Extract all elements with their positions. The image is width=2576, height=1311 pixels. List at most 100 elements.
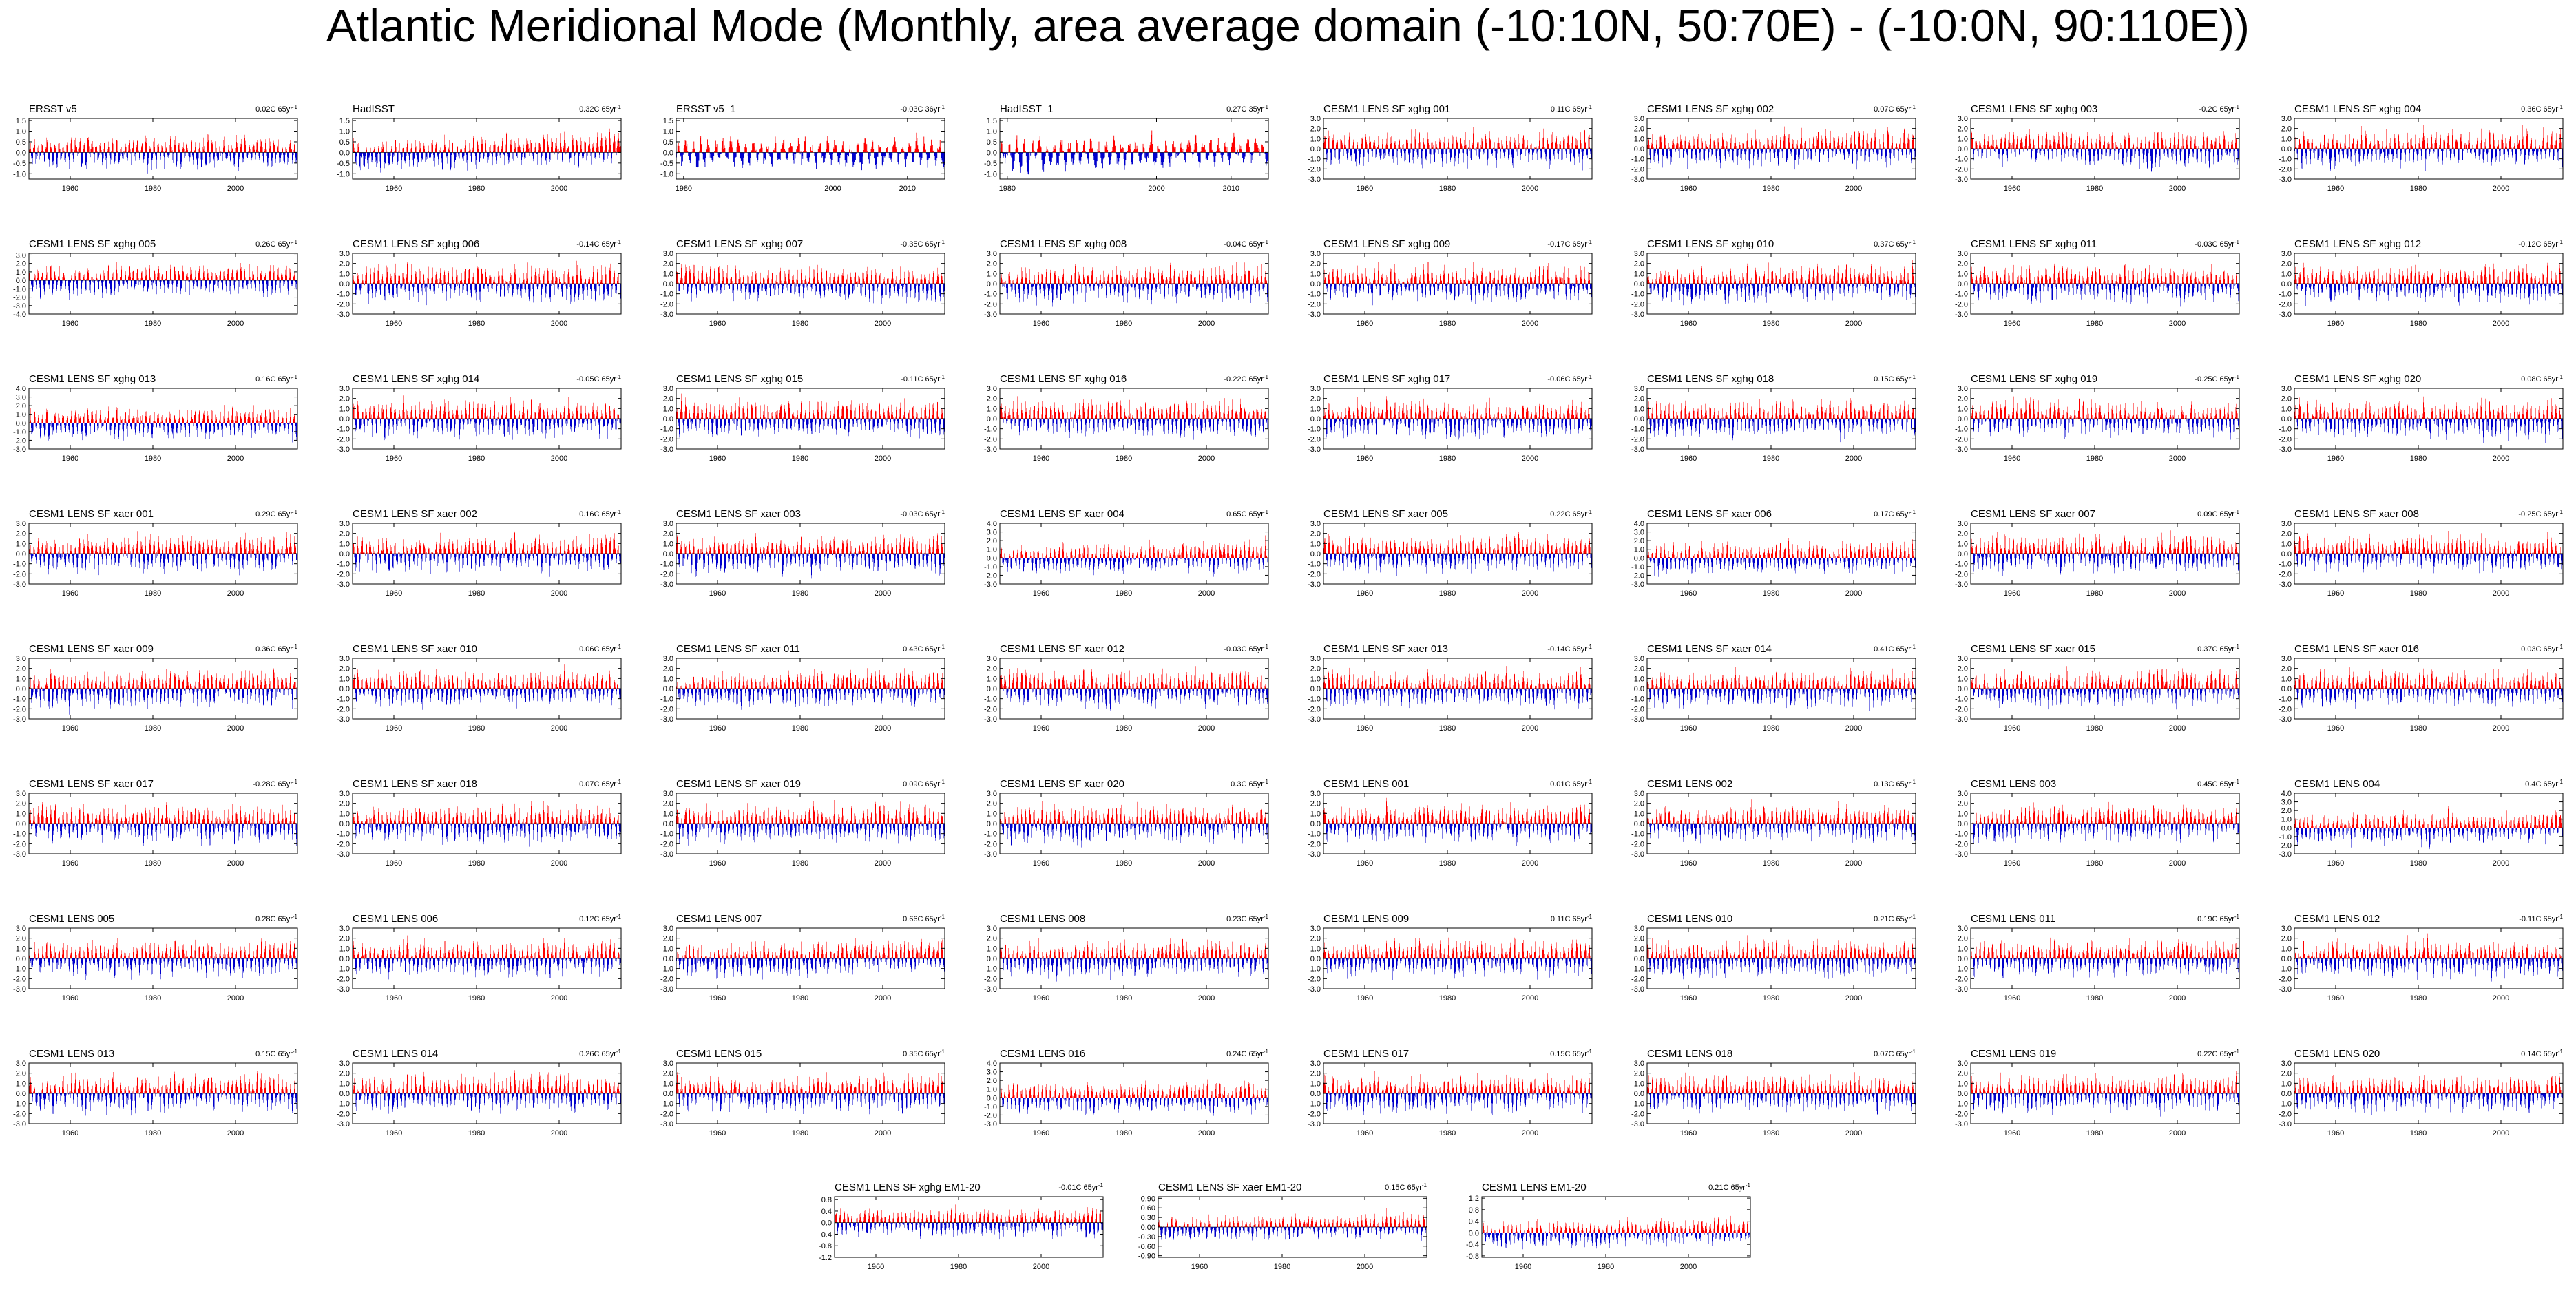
y-tick-label: -3.0 — [660, 445, 673, 454]
y-tick-label: -2.0 — [1631, 705, 1644, 713]
panel-trend: 0.16C 65yr-1 — [255, 374, 297, 384]
y-tick-label: 2.0 — [1958, 665, 1968, 673]
y-tick-label: 3.0 — [987, 1069, 997, 1077]
panel-trend-exponent: -1 — [616, 509, 622, 515]
x-tick-label: 1980 — [1116, 1129, 1132, 1137]
panel-title: CESM1 LENS SF xghg 007 — [676, 238, 803, 250]
x-tick-label: 1960 — [386, 319, 402, 328]
y-tick-label: -2.0 — [2279, 841, 2292, 850]
y-tick-label: -2.0 — [984, 840, 997, 848]
y-tick-label: -1.0 — [337, 560, 350, 569]
y-tick-label: 1.0 — [1310, 675, 1321, 683]
panel-trend-exponent: -1 — [2558, 644, 2564, 650]
y-tick-label: -1.0 — [1631, 830, 1644, 839]
y-tick-label: -1.0 — [1308, 1100, 1321, 1109]
y-tick-label: 0.5 — [663, 138, 673, 147]
panel-29: CESM1 LENS SF xaer 005 0.22C 65yr-1 3.0 2.0… — [1308, 508, 1593, 598]
y-tick-label: -1.0 — [2279, 291, 2292, 299]
series-positive — [353, 128, 621, 153]
y-tick-label: 1.0 — [987, 810, 997, 818]
series-negative — [1000, 824, 1268, 848]
y-tick-label: -2.0 — [337, 705, 350, 713]
panel-title: HadISST_1 — [1000, 103, 1054, 115]
x-tick-label: 1960 — [62, 994, 78, 1003]
series-positive — [1971, 666, 2239, 689]
panel-trend: -0.35C 65yr-1 — [900, 239, 945, 249]
y-tick-label: -1.0 — [13, 560, 26, 569]
series-positive — [29, 936, 296, 958]
x-tick-label: 1980 — [1763, 859, 1779, 868]
y-tick-label: 2.0 — [1958, 260, 1968, 269]
series-negative — [1973, 149, 2239, 172]
y-tick-label: 0.0 — [1634, 415, 1644, 423]
x-tick-label: 2000 — [551, 319, 567, 328]
y-tick-label: 0.00 — [1141, 1224, 1155, 1232]
y-tick-label: 0.0 — [663, 820, 673, 828]
panel-trend: -0.11C 65yr-1 — [901, 374, 945, 384]
panel-trend: 0.36C 65yr-1 — [2521, 104, 2563, 114]
y-tick-label: -3.0 — [2279, 850, 2292, 859]
x-tick-label: 1960 — [709, 589, 726, 598]
panel-title: CESM1 LENS SF xaer 011 — [676, 643, 800, 655]
panel-title: CESM1 LENS SF xghg 014 — [353, 373, 479, 385]
x-tick-label: 1960 — [386, 724, 402, 733]
y-tick-label: -2.0 — [660, 300, 673, 308]
x-tick-label: 1960 — [2327, 724, 2344, 733]
series-positive — [1000, 130, 1268, 153]
plot-frame — [676, 118, 945, 180]
y-tick-label: 2.0 — [2281, 807, 2292, 815]
x-tick-label: 1960 — [386, 1129, 402, 1137]
x-tick-label: 2000 — [1357, 1263, 1373, 1271]
panel-title: CESM1 LENS SF xaer 019 — [676, 778, 801, 790]
y-tick-label: -3.0 — [337, 1120, 350, 1129]
y-tick-label: 1.0 — [1634, 546, 1644, 554]
series-negative — [676, 824, 945, 846]
x-tick-label: 1980 — [792, 319, 808, 328]
y-tick-label: 0.0 — [987, 685, 997, 693]
x-tick-label: 1960 — [1680, 1129, 1697, 1137]
x-tick-label: 1960 — [1515, 1263, 1531, 1271]
x-tick-label: 1980 — [1439, 859, 1456, 868]
panel-trend: -0.2C 65yr-1 — [2199, 104, 2240, 114]
y-tick-label: 1.0 — [1958, 405, 1968, 413]
y-tick-label: 3.0 — [1958, 115, 1968, 123]
panel-trend: -0.14C 65yr-1 — [576, 239, 621, 249]
y-tick-label: -2.0 — [1631, 435, 1644, 443]
y-tick-label: -3.0 — [13, 985, 26, 994]
panel-trend: 0.66C 65yr-1 — [903, 914, 945, 923]
y-tick-label: -3.0 — [984, 580, 997, 589]
y-tick-label: -1.0 — [660, 170, 673, 178]
x-tick-label: 1980 — [1439, 994, 1456, 1003]
y-tick-label: -2.0 — [2279, 570, 2292, 578]
y-tick-label: 1.0 — [663, 1080, 673, 1088]
y-tick-label: 3.0 — [2281, 385, 2292, 393]
y-tick-label: 0.0 — [1310, 820, 1321, 828]
x-tick-label: 2010 — [1223, 185, 1239, 193]
panel-66: CESM1 LENS SF xaer EM1-20 0.15C 65yr-1 0.9… — [1138, 1182, 1427, 1271]
y-tick-label: -1.0 — [984, 1103, 997, 1111]
x-tick-label: 1980 — [2086, 1129, 2103, 1137]
y-tick-label: 2.0 — [1634, 125, 1644, 134]
x-tick-label: 1980 — [1439, 185, 1456, 193]
y-tick-label: 1.0 — [2281, 816, 2292, 824]
x-tick-label: 1980 — [145, 859, 161, 868]
y-tick-label: 1.0 — [663, 405, 673, 413]
x-tick-label: 1980 — [1763, 994, 1779, 1003]
series-negative — [1973, 1093, 2239, 1117]
series-positive — [835, 1204, 1103, 1223]
x-tick-label: 2000 — [2493, 724, 2509, 733]
y-tick-label: 1.0 — [663, 540, 673, 548]
x-tick-label: 1960 — [1680, 589, 1697, 598]
y-tick-label: 1.0 — [1310, 135, 1321, 143]
panel-trend-exponent: -1 — [293, 509, 298, 515]
y-tick-label: -2.0 — [984, 300, 997, 308]
y-tick-label: 2.0 — [663, 530, 673, 538]
y-tick-label: -3.0 — [1308, 715, 1321, 724]
y-tick-label: 1.0 — [1310, 945, 1321, 953]
x-tick-label: 2000 — [1198, 454, 1215, 463]
y-tick-label: -1.0 — [984, 291, 997, 299]
y-tick-label: -1.0 — [1308, 291, 1321, 299]
series-positive — [2294, 396, 2561, 419]
plot-frame — [2294, 793, 2564, 854]
x-tick-label: 1980 — [1274, 1263, 1290, 1271]
